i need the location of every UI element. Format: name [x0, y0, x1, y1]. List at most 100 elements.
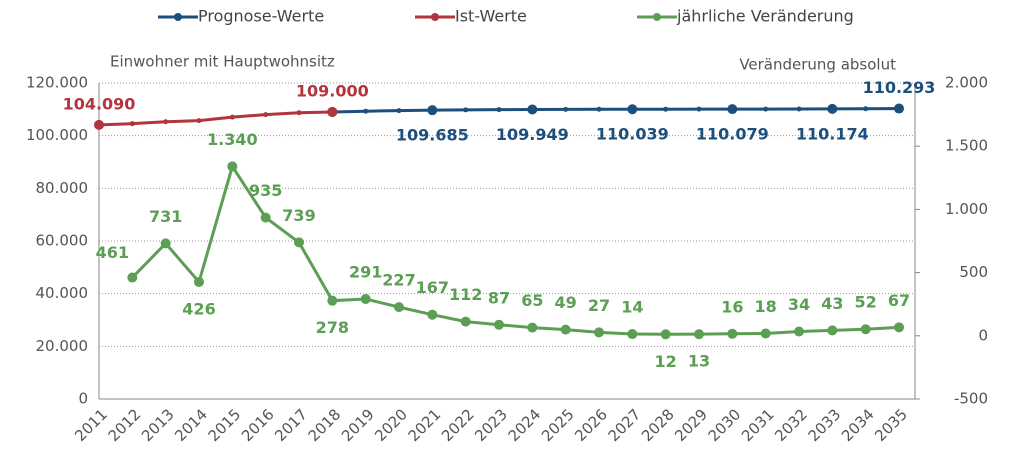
point [260, 212, 271, 223]
point [294, 237, 304, 248]
data-label: 167 [416, 278, 449, 297]
point [527, 322, 538, 333]
x-tick-label: 2011 [71, 405, 111, 445]
y2-tick-label: 2.000 [945, 74, 988, 92]
data-label: 1.340 [207, 130, 258, 149]
x-tick-label: 2026 [571, 405, 611, 445]
point [627, 329, 638, 340]
data-label: 731 [149, 207, 182, 226]
point [494, 319, 504, 330]
point [827, 103, 838, 114]
x-tick-label: 2018 [305, 405, 345, 445]
point [229, 114, 235, 120]
x-tick-label: 2031 [738, 405, 778, 445]
point [194, 276, 204, 287]
x-tick-label: 2019 [338, 405, 378, 445]
x-tick-label: 2016 [238, 405, 278, 445]
data-label: 935 [249, 181, 282, 200]
x-tick-label: 2032 [771, 405, 811, 445]
x-tick-label: 2035 [871, 405, 911, 445]
point [563, 106, 569, 112]
legend-label: Prognose-Werte [198, 7, 324, 26]
point [596, 106, 602, 112]
point [427, 105, 438, 116]
x-tick-label: 2030 [705, 405, 745, 445]
point [263, 112, 269, 118]
point [227, 161, 238, 172]
point [727, 328, 738, 339]
point [129, 121, 135, 127]
point [560, 324, 571, 335]
data-label: 109.949 [496, 125, 569, 144]
x-tick-label: 2034 [838, 405, 878, 445]
data-label: 52 [855, 293, 877, 312]
point [163, 119, 169, 125]
point [894, 103, 904, 114]
series-line [98, 110, 333, 127]
data-label: 426 [182, 299, 215, 318]
point [463, 107, 469, 113]
point [394, 302, 404, 313]
x-tick-label: 2024 [505, 405, 545, 445]
x-tick-label: 2012 [105, 405, 145, 445]
point [327, 295, 338, 306]
data-label: 18 [755, 297, 777, 316]
point [296, 110, 302, 116]
data-label: 461 [96, 243, 129, 262]
data-label: 110.039 [596, 125, 669, 144]
point [763, 106, 769, 112]
point [794, 326, 804, 337]
data-label: 27 [588, 296, 610, 315]
data-label: 13 [688, 352, 710, 371]
data-label: 16 [721, 297, 743, 316]
y-tick-label: 120.000 [26, 74, 88, 92]
point [694, 329, 704, 340]
x-tick-label: 2028 [638, 405, 678, 445]
y-tick-label: 20.000 [36, 337, 89, 355]
y2-tick-label: 0 [978, 326, 988, 344]
data-label: 278 [316, 318, 349, 337]
point [363, 108, 369, 114]
data-label: 110.079 [696, 125, 769, 144]
data-label: 739 [282, 206, 315, 225]
data-label: 291 [349, 263, 382, 282]
point [627, 104, 638, 115]
point [460, 316, 471, 327]
point [327, 106, 338, 117]
y-tick-label: 0 [78, 390, 88, 408]
data-label: 12 [655, 352, 677, 371]
y-tick-label: 40.000 [36, 284, 89, 302]
x-tick-label: 2017 [271, 405, 311, 445]
y2-tick-label: 500 [959, 263, 988, 281]
data-label: 14 [621, 298, 643, 317]
right-axis-label: Veränderung absolut [739, 56, 896, 74]
point [527, 104, 538, 115]
data-label: 109.000 [296, 81, 369, 100]
y2-tick-label: 1.500 [945, 137, 988, 155]
point [396, 108, 402, 114]
legend-label: jährliche Veränderung [676, 7, 854, 26]
point [496, 107, 502, 113]
point [860, 324, 871, 335]
x-tick-label: 2022 [438, 405, 478, 445]
point [663, 106, 669, 112]
data-label: 110.293 [863, 78, 936, 97]
point [894, 322, 904, 333]
point [127, 272, 138, 283]
x-tick-label: 2015 [205, 405, 245, 445]
point [696, 106, 702, 112]
y2-tick-label: -500 [954, 390, 988, 408]
point [94, 119, 104, 130]
legend-marker [431, 13, 439, 21]
x-tick-label: 2027 [605, 405, 645, 445]
point [863, 106, 869, 112]
x-tick-label: 2033 [805, 405, 845, 445]
point [660, 329, 671, 340]
point [160, 238, 171, 249]
x-tick-label: 2029 [671, 405, 711, 445]
point [196, 118, 202, 124]
series-line [332, 107, 900, 114]
data-label: 110.174 [796, 124, 869, 143]
data-label: 109.685 [396, 126, 469, 145]
